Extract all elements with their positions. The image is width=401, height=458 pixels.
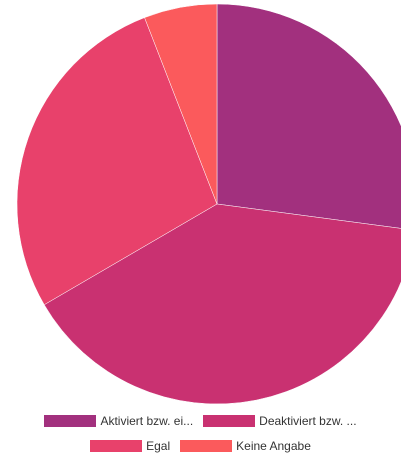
legend-swatch-egal: [90, 440, 143, 452]
legend-label-aktiviert: Aktiviert bzw. ei...: [100, 414, 194, 428]
pie-slice-keine-angabe[interactable]: [144, 3, 218, 205]
legend-label-deaktiviert: Deaktiviert bzw. ...: [259, 414, 357, 428]
pie-slice-egal[interactable]: [16, 17, 218, 306]
pie-slice-aktiviert[interactable]: [216, 3, 401, 230]
legend-item-keine-angabe[interactable]: Keine Angabe: [180, 439, 311, 453]
pie-chart-plot: [16, 3, 401, 405]
legend-swatch-deaktiviert: [203, 415, 256, 427]
legend-item-aktiviert[interactable]: Aktiviert bzw. ei...: [44, 414, 193, 428]
legend-item-egal[interactable]: Egal: [90, 439, 170, 453]
legend-item-deaktiviert[interactable]: Deaktiviert bzw. ...: [203, 414, 357, 428]
legend-label-egal: Egal: [146, 439, 171, 453]
chart-legend-row-1: Aktiviert bzw. ei... Deaktiviert bzw. ..…: [0, 414, 401, 428]
chart-legend-row-2: Egal Keine Angabe: [0, 439, 401, 453]
pie-slice-deaktiviert[interactable]: [43, 203, 401, 405]
legend-swatch-aktiviert: [44, 415, 97, 427]
legend-label-keine-angabe: Keine Angabe: [236, 439, 311, 453]
legend-swatch-keine-angabe: [180, 440, 233, 452]
